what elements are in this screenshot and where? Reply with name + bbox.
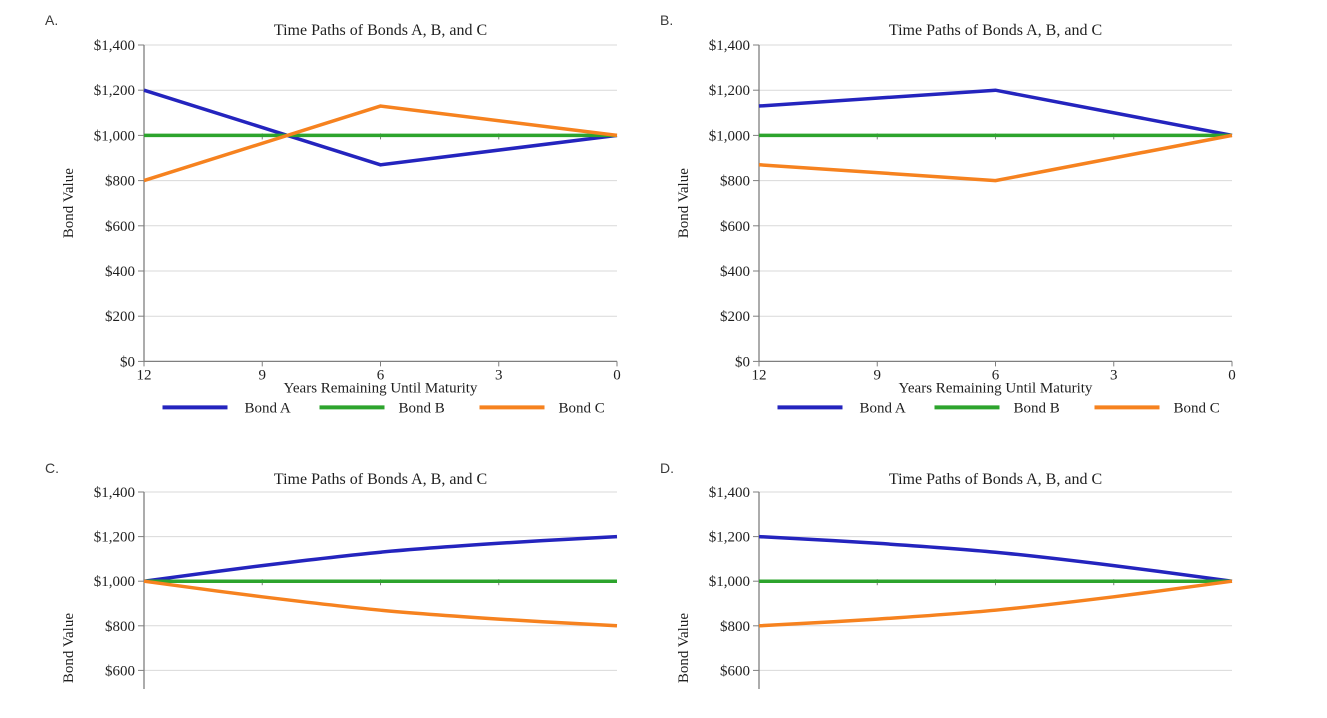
chart-b-bond-a-line	[758, 88, 1233, 138]
y-tick-label: $800	[105, 174, 135, 190]
legend-label: Bond C	[1174, 400, 1220, 416]
y-tick-label: $400	[105, 264, 135, 280]
y-tick-label: $800	[720, 619, 750, 635]
chart-title: Time Paths of Bonds A, B, and C	[274, 471, 487, 488]
y-tick-label: $1,200	[709, 530, 750, 546]
y-tick-label: $0	[120, 354, 135, 370]
chart-panel-a: $1,400 $1,200 $1,000 $800 $600 $400 $200 $012 9 6…	[61, 22, 621, 416]
legend-label: Bond B	[399, 400, 445, 416]
x-axis-title: Years Remaining Until Maturity	[284, 380, 478, 396]
y-tick-label: $1,400	[709, 485, 750, 501]
panel-label-d: D.	[660, 460, 674, 476]
y-axis-title: Bond Value	[676, 168, 692, 238]
y-tick-label: $1,000	[94, 574, 135, 590]
chart-title: Time Paths of Bonds A, B, and C	[889, 471, 1102, 488]
x-tick-label: 3	[495, 367, 503, 383]
chart-d-bond-a-line	[758, 534, 1233, 583]
x-axis-title: Years Remaining Until Maturity	[899, 380, 1093, 396]
chart-title: Time Paths of Bonds A, B, and C	[274, 22, 487, 39]
y-tick-label: $600	[720, 663, 750, 679]
y-tick-label: $1,000	[94, 128, 135, 144]
chart-panel-b: $1,400 $1,200 $1,000 $800 $600 $400 $200 $012 9 6…	[676, 22, 1236, 416]
y-tick-label: $1,400	[94, 485, 135, 501]
y-tick-label: $1,200	[709, 83, 750, 99]
chart-title: Time Paths of Bonds A, B, and C	[889, 22, 1102, 39]
chart-a-bond-c-line	[143, 104, 618, 183]
x-tick-label: 0	[613, 367, 621, 383]
panel-label-c: C.	[45, 460, 59, 476]
y-tick-label: $1,000	[709, 128, 750, 144]
y-tick-label: $400	[720, 264, 750, 280]
y-tick-label: $200	[720, 309, 750, 325]
legend-label: Bond A	[245, 400, 291, 416]
y-tick-label: $1,200	[94, 83, 135, 99]
y-tick-label: $1,000	[709, 574, 750, 590]
x-tick-label: 3	[1110, 367, 1118, 383]
chart-c-bond-a-line	[143, 534, 618, 583]
y-tick-label: $600	[105, 219, 135, 235]
chart-b-bond-c-line	[758, 133, 1233, 183]
x-tick-label: 12	[752, 367, 767, 383]
chart-panel-c: $1,400 $1,200 $1,000 $800 $600 Time Paths of …	[61, 471, 618, 689]
y-tick-label: $1,400	[709, 38, 750, 54]
legend-label: Bond A	[860, 400, 906, 416]
y-tick-label: $600	[105, 663, 135, 679]
panel-label-b: B.	[660, 12, 674, 28]
y-tick-label: $800	[720, 174, 750, 190]
y-axis-title: Bond Value	[61, 168, 77, 238]
chart-a-bond-a-line	[143, 88, 618, 167]
x-tick-label: 9	[874, 367, 882, 383]
x-tick-label: 0	[1228, 367, 1236, 383]
chart-c-bond-c-line	[143, 579, 618, 628]
chart-d-bond-c-line	[758, 579, 1233, 628]
y-axis-title: Bond Value	[676, 613, 692, 683]
y-axis-title: Bond Value	[61, 613, 77, 683]
x-tick-label: 6	[377, 367, 385, 383]
panel-label-a: A.	[45, 12, 59, 28]
x-tick-label: 9	[259, 367, 267, 383]
y-tick-label: $600	[720, 219, 750, 235]
legend-label: Bond C	[559, 400, 605, 416]
chart-panel-d: $1,400 $1,200 $1,000 $800 $600 Time Paths of …	[676, 471, 1233, 689]
y-tick-label: $200	[105, 309, 135, 325]
y-tick-label: $800	[105, 619, 135, 635]
x-tick-label: 6	[992, 367, 1000, 383]
y-tick-label: $1,200	[94, 530, 135, 546]
legend-label: Bond B	[1014, 400, 1060, 416]
y-tick-label: $1,400	[94, 38, 135, 54]
y-tick-label: $0	[735, 354, 750, 370]
x-tick-label: 12	[137, 367, 152, 383]
